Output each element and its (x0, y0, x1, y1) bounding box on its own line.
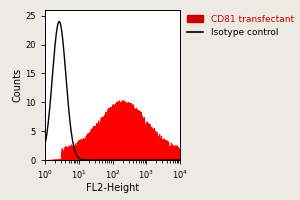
Legend: CD81 transfectant, Isotype control: CD81 transfectant, Isotype control (187, 15, 294, 37)
X-axis label: FL2-Height: FL2-Height (86, 183, 139, 193)
Y-axis label: Counts: Counts (13, 68, 23, 102)
